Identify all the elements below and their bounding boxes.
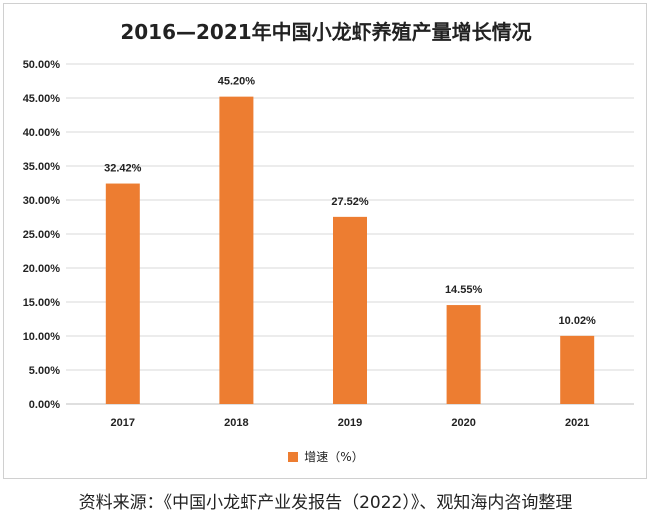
data-label: 32.42%: [104, 163, 142, 175]
bar: [333, 216, 367, 404]
chart-frame: 2016—2021年中国小龙虾养殖产量增长情况 0.00% 5.00% 10.00%…: [3, 3, 647, 479]
y-tick-label: 25.00%: [23, 229, 61, 241]
source-note: 资料来源：《中国小龙虾产业发报告（2022）》、观知海内咨询整理: [78, 493, 573, 513]
x-tick-label: 2018: [224, 417, 248, 429]
bar: [560, 335, 595, 404]
data-label: 45.20%: [218, 76, 256, 88]
y-tick-label: 15.00%: [23, 297, 61, 309]
y-tick-label: 50.00%: [23, 59, 61, 71]
bar: [105, 183, 140, 404]
y-tick-label: 35.00%: [23, 161, 61, 173]
legend: 增速（%）: [4, 448, 648, 465]
x-tick-label: 2019: [338, 417, 362, 429]
bar: [219, 96, 254, 404]
y-tick-label: 20.00%: [23, 263, 61, 275]
x-tick-label: 2017: [111, 417, 135, 429]
y-tick-label: 5.00%: [29, 365, 60, 377]
bar: [446, 305, 481, 404]
data-label: 27.52%: [331, 196, 369, 208]
x-tick-label: 2020: [451, 417, 475, 429]
y-tick-label: 40.00%: [23, 127, 61, 139]
legend-label: 增速（%）: [304, 450, 364, 464]
data-label: 14.55%: [445, 284, 483, 296]
legend-swatch: [288, 452, 299, 462]
y-tick-label: 45.00%: [23, 93, 61, 105]
y-tick-label: 0.00%: [29, 399, 60, 411]
x-tick-label: 2021: [565, 417, 589, 429]
data-label: 10.02%: [559, 315, 597, 327]
y-tick-label: 30.00%: [23, 195, 61, 207]
bar-chart: 0.00% 5.00% 10.00% 15.00% 20.00% 25.00% 30.00%…: [23, 59, 634, 429]
y-tick-label: 10.00%: [23, 331, 61, 343]
chart-title: 2016—2021年中国小龙虾养殖产量增长情况: [120, 20, 532, 44]
